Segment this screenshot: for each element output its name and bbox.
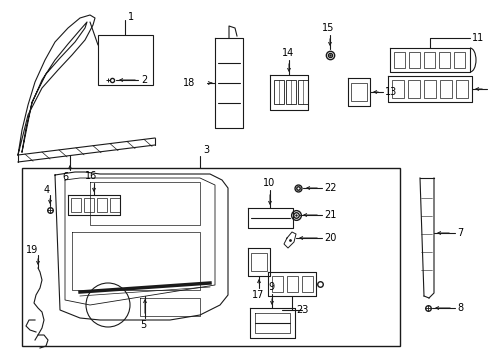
Bar <box>453 52 464 68</box>
Bar <box>423 52 434 68</box>
Bar <box>271 276 283 292</box>
Bar <box>84 198 94 212</box>
Bar <box>250 253 266 271</box>
Bar <box>350 83 366 101</box>
Bar <box>22 168 399 346</box>
Text: 5: 5 <box>140 320 146 330</box>
Bar <box>286 276 297 292</box>
Text: 23: 23 <box>295 305 308 315</box>
Text: 9: 9 <box>267 282 274 292</box>
Text: 18: 18 <box>183 78 195 88</box>
Bar <box>98 35 153 85</box>
Text: 8: 8 <box>456 303 462 313</box>
Bar <box>455 80 467 98</box>
Bar <box>438 52 449 68</box>
Bar <box>393 52 404 68</box>
Bar <box>439 80 451 98</box>
Bar <box>407 80 419 98</box>
Text: 14: 14 <box>282 48 294 58</box>
Bar <box>110 198 120 212</box>
Text: 4: 4 <box>44 185 50 195</box>
Bar <box>408 52 419 68</box>
Text: 17: 17 <box>251 290 264 300</box>
Text: 15: 15 <box>321 23 334 33</box>
Bar <box>273 80 284 104</box>
Text: 10: 10 <box>263 178 275 188</box>
Text: 3: 3 <box>203 145 209 155</box>
Text: 21: 21 <box>324 210 336 220</box>
Bar <box>71 198 81 212</box>
Text: 16: 16 <box>85 171 97 181</box>
Text: 13: 13 <box>384 87 396 97</box>
Text: 19: 19 <box>26 245 38 255</box>
Text: 22: 22 <box>324 183 336 193</box>
Bar <box>297 80 307 104</box>
Text: 7: 7 <box>456 228 462 238</box>
Text: 2: 2 <box>141 75 147 85</box>
Bar <box>285 80 295 104</box>
Text: 20: 20 <box>324 233 336 243</box>
Bar <box>302 276 312 292</box>
Bar <box>97 198 107 212</box>
Bar <box>391 80 403 98</box>
Text: 6: 6 <box>62 172 68 182</box>
Bar <box>423 80 435 98</box>
Text: 11: 11 <box>471 33 483 43</box>
Text: 1: 1 <box>128 12 134 22</box>
